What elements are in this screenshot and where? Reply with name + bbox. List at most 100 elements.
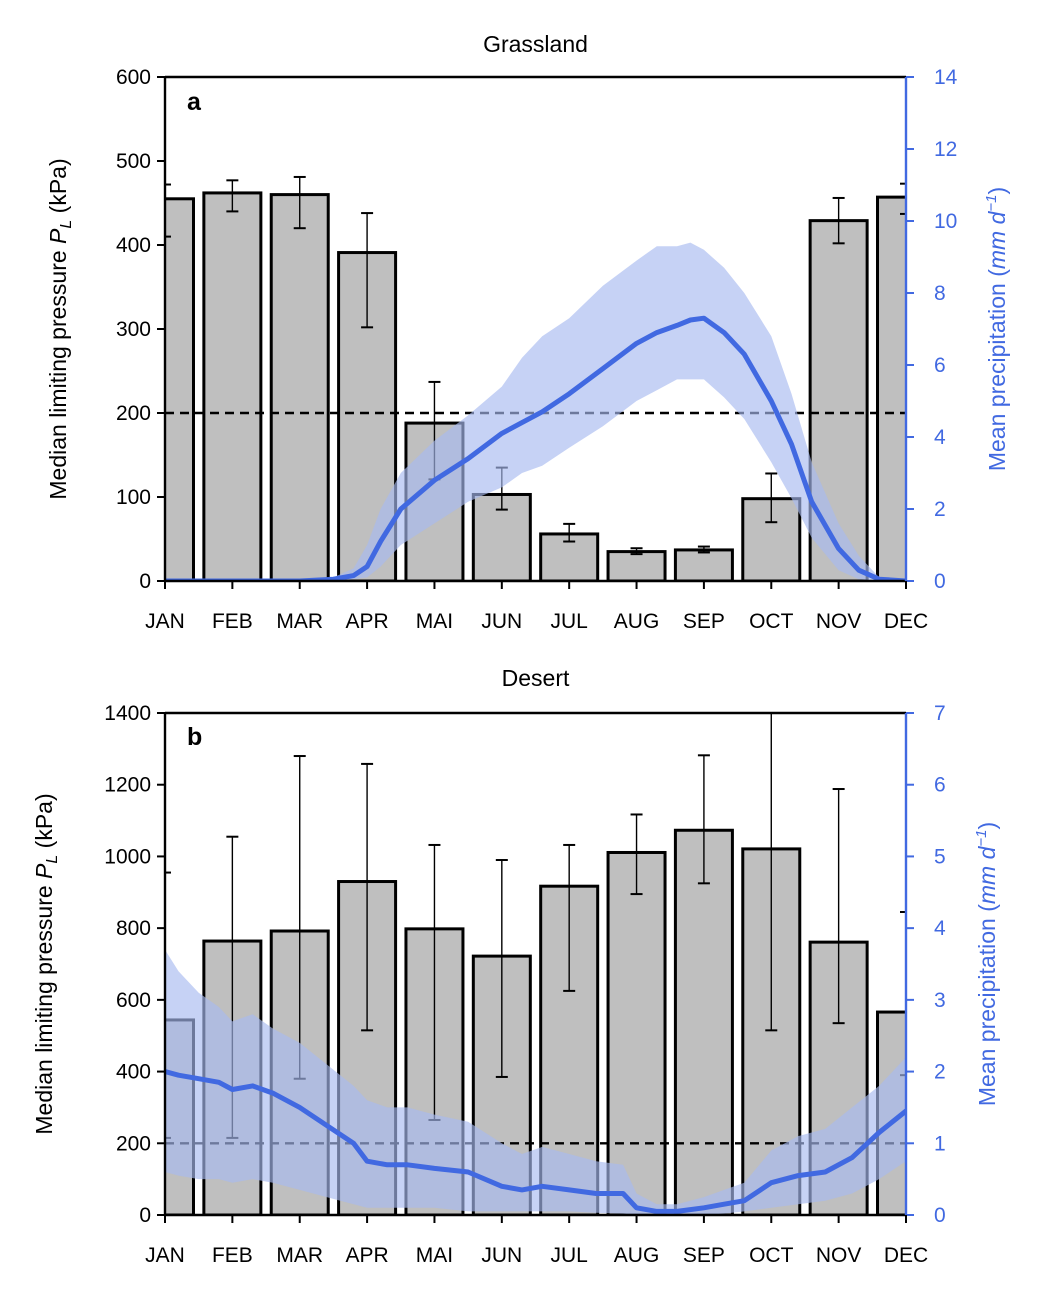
y-axis-label-subscript: L [44, 855, 61, 864]
panel-title: Grassland [483, 31, 588, 57]
right-y-ticks: 0 2 4 6 8 10 12 14 [906, 66, 958, 593]
y2-axis-label-superscript: −1 [983, 195, 1000, 212]
y-tick-label: 400 [116, 234, 151, 257]
precip-mean-line [165, 315, 906, 581]
y2-tick-label: 14 [934, 66, 958, 89]
errorbar-sep [697, 545, 710, 554]
plot-area [165, 713, 906, 1215]
precip-range-band [165, 949, 906, 1215]
y2-tick-label: 2 [934, 498, 946, 521]
y-axis-label-symbol: P [31, 863, 57, 879]
x-tick-label-jun: JUN [481, 610, 522, 633]
bar-aug [606, 850, 667, 1215]
y2-tick-label: 6 [934, 354, 946, 377]
y2-tick-label: 3 [934, 989, 946, 1012]
x-tick-label-aug: AUG [614, 1244, 660, 1267]
errorbar-apr [361, 212, 374, 329]
y-tick-label: 600 [116, 989, 151, 1012]
y2-axis-label: Mean precipitation (mm d−1) [973, 822, 1000, 1106]
precip-mean-line [165, 1069, 906, 1214]
errorbar-oct [765, 472, 778, 524]
y2-tick-label: 1 [934, 1132, 946, 1155]
y-tick-label: 1200 [104, 774, 151, 797]
y-tick-label: 1000 [104, 845, 151, 868]
y2-axis-label-unit: mm d [974, 845, 1000, 904]
errorbar-mar [293, 175, 306, 230]
bar-dec [876, 195, 906, 581]
y-tick-label: 1400 [104, 702, 151, 725]
y-tick-label: 800 [116, 917, 151, 940]
y2-tick-label: 5 [934, 845, 946, 868]
errorbar-aug [630, 547, 643, 556]
x-ticks: JAN FEB MAR APR MAI JUN JUL AUG SEP OCT NOV DEC [145, 581, 928, 633]
y-tick-label: 600 [116, 66, 151, 89]
y-tick-label: 200 [116, 1132, 151, 1155]
x-tick-label-feb: FEB [212, 610, 253, 633]
y-tick-label: 300 [116, 318, 151, 341]
x-tick-label-jun: JUN [481, 1244, 522, 1267]
y-tick-label: 0 [139, 570, 151, 593]
y2-axis-label-main: Mean precipitation ( [974, 904, 1000, 1106]
bar-mar [269, 193, 330, 581]
y2-axis-label-close: ) [974, 822, 1000, 830]
x-tick-label-aug: AUG [614, 610, 660, 633]
errorbar-jun [495, 859, 508, 1078]
x-tick-label-sep: SEP [683, 1244, 725, 1267]
x-tick-label-dec: DEC [884, 1244, 928, 1267]
y-axis-label: Median limiting pressure PL (kPa) [45, 158, 75, 499]
y2-tick-label: 6 [934, 774, 946, 797]
y2-axis-label-close: ) [984, 187, 1010, 195]
left-y-ticks: 0 100 200 300 400 500 600 [116, 66, 165, 593]
y2-axis-label-superscript: −1 [973, 830, 990, 847]
right-y-ticks: 0 1 2 3 4 5 6 7 [906, 702, 946, 1227]
y-axis-label-subscript: L [58, 220, 75, 229]
x-ticks: JAN FEB MAR APR MAI JUN JUL AUG SEP OCT NOV DEC [145, 1215, 928, 1267]
y2-tick-label: 0 [934, 570, 946, 593]
errorbar-apr [361, 762, 374, 1032]
errorbar-nov [832, 196, 845, 245]
y-axis-label: Median limiting pressure PL (kPa) [31, 793, 61, 1134]
x-tick-label-oct: OCT [749, 610, 794, 633]
y-tick-label: 100 [116, 486, 151, 509]
errorbar-oct [765, 713, 778, 1032]
y2-axis-label-main: Mean precipitation ( [984, 269, 1010, 471]
bar-sep [673, 828, 734, 1215]
errorbar-dec [900, 182, 906, 215]
x-tick-label-apr: APR [345, 1244, 388, 1267]
errorbar-aug [630, 813, 643, 896]
y2-tick-label: 10 [934, 210, 957, 233]
errorbar-jul [563, 522, 576, 543]
y2-tick-label: 7 [934, 702, 946, 725]
x-tick-label-apr: APR [345, 610, 388, 633]
x-tick-label-jul: JUL [551, 1244, 588, 1267]
panel-letter: a [187, 88, 202, 116]
y2-tick-label: 4 [934, 426, 946, 449]
errorbar-jan [165, 183, 171, 238]
y2-axis-label: Mean precipitation (mm d−1) [983, 187, 1010, 471]
x-tick-label-sep: SEP [683, 610, 725, 633]
panel-b: 0 200 400 600 800 1000 1200 1400 0 1 2 3 4 5 6 7 JAN FEB M… [31, 665, 1000, 1267]
panel-a: 0 100 200 300 400 500 600 0 2 4 6 8 10 12 14 JAN FEB MAR A… [45, 31, 1010, 633]
x-tick-label-jan: JAN [145, 610, 185, 633]
bar-feb [202, 191, 263, 581]
x-tick-label-jan: JAN [145, 1244, 185, 1267]
x-tick-label-mai: MAI [416, 1244, 453, 1267]
y-axis-label-symbol: P [45, 228, 71, 244]
errorbar-sep [697, 754, 710, 885]
x-tick-label-feb: FEB [212, 1244, 253, 1267]
bar-sep [673, 548, 734, 581]
y2-tick-label: 8 [934, 282, 946, 305]
y-axis-label-unit: (kPa) [31, 793, 57, 854]
errorbar-jul [563, 843, 576, 992]
x-tick-label-nov: NOV [816, 1244, 862, 1267]
x-tick-label-dec: DEC [884, 610, 928, 633]
y-tick-label: 0 [139, 1204, 151, 1227]
x-tick-label-jul: JUL [551, 610, 588, 633]
y2-tick-label: 4 [934, 917, 946, 940]
y-tick-label: 200 [116, 402, 151, 425]
y-axis-label-main: Median limiting pressure [45, 244, 71, 500]
y2-tick-label: 12 [934, 138, 957, 161]
y-axis-label-main: Median limiting pressure [31, 879, 57, 1135]
y-axis-label-unit: (kPa) [45, 158, 71, 219]
bar-jan [165, 197, 195, 581]
